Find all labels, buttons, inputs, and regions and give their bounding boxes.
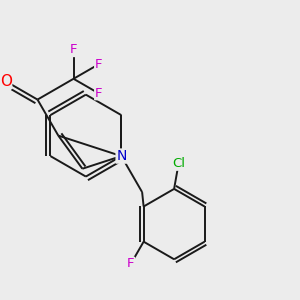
Text: F: F [95,87,102,100]
Text: O: O [0,74,12,89]
Text: N: N [116,149,127,163]
Text: F: F [70,44,77,56]
Text: F: F [127,257,135,270]
Text: F: F [95,58,102,71]
Text: Cl: Cl [172,157,185,170]
